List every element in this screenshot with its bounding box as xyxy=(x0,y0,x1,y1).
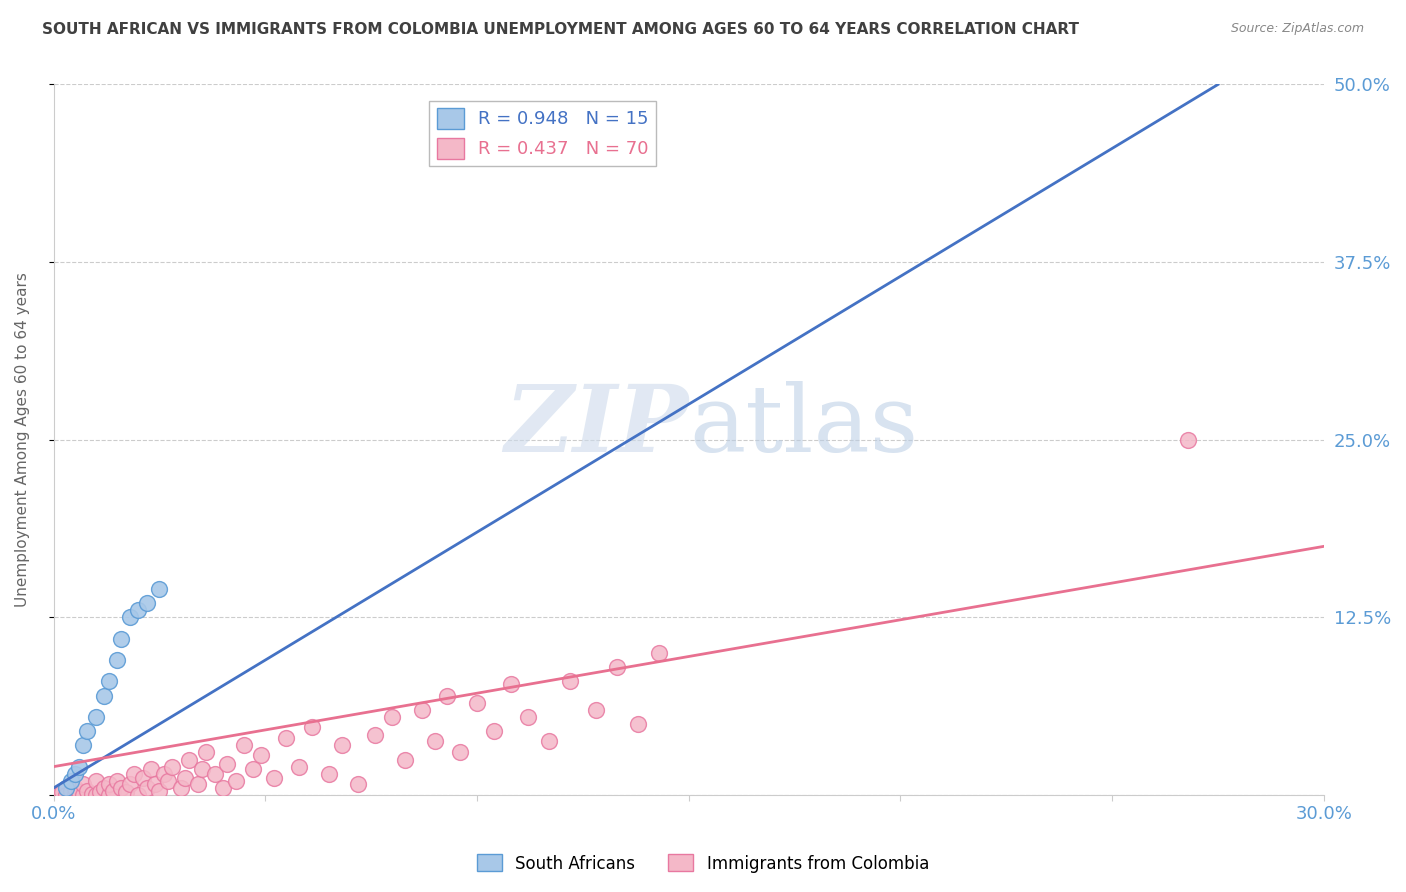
Point xyxy=(1177,433,1199,447)
Point xyxy=(97,777,120,791)
Point xyxy=(250,748,273,763)
Point xyxy=(330,739,353,753)
Point xyxy=(84,710,107,724)
Point xyxy=(465,696,488,710)
Point xyxy=(46,788,69,802)
Point xyxy=(105,773,128,788)
Point xyxy=(97,788,120,802)
Point xyxy=(499,677,522,691)
Point xyxy=(59,784,82,798)
Point xyxy=(110,632,132,646)
Point xyxy=(585,703,607,717)
Point xyxy=(63,766,86,780)
Point xyxy=(67,785,90,799)
Point xyxy=(55,780,77,795)
Point xyxy=(560,674,582,689)
Point xyxy=(148,784,170,798)
Point xyxy=(59,773,82,788)
Point xyxy=(482,724,505,739)
Point xyxy=(364,728,387,742)
Point xyxy=(318,766,340,780)
Point xyxy=(63,788,86,802)
Point xyxy=(156,773,179,788)
Point xyxy=(127,603,149,617)
Point xyxy=(139,763,162,777)
Point xyxy=(173,771,195,785)
Point xyxy=(80,787,103,801)
Point xyxy=(288,759,311,773)
Point xyxy=(122,766,145,780)
Point xyxy=(84,788,107,802)
Point xyxy=(152,766,174,780)
Point xyxy=(105,653,128,667)
Point xyxy=(135,596,157,610)
Point xyxy=(114,785,136,799)
Point xyxy=(381,710,404,724)
Point xyxy=(118,610,141,624)
Point xyxy=(347,777,370,791)
Text: Source: ZipAtlas.com: Source: ZipAtlas.com xyxy=(1230,22,1364,36)
Point xyxy=(411,703,433,717)
Point xyxy=(233,739,256,753)
Point xyxy=(187,777,209,791)
Point xyxy=(195,746,218,760)
Point xyxy=(131,771,153,785)
Point xyxy=(51,785,73,799)
Point xyxy=(436,689,458,703)
Point xyxy=(93,689,115,703)
Point xyxy=(72,777,94,791)
Legend: South Africans, Immigrants from Colombia: South Africans, Immigrants from Colombia xyxy=(470,847,936,880)
Point xyxy=(217,756,239,771)
Point xyxy=(516,710,538,724)
Point xyxy=(263,771,285,785)
Point xyxy=(423,734,446,748)
Point xyxy=(101,784,124,798)
Text: ZIP: ZIP xyxy=(505,381,689,471)
Text: atlas: atlas xyxy=(689,381,918,471)
Point xyxy=(110,780,132,795)
Point xyxy=(135,780,157,795)
Point xyxy=(225,773,247,788)
Point xyxy=(118,777,141,791)
Point xyxy=(93,780,115,795)
Point xyxy=(606,660,628,674)
Point xyxy=(84,773,107,788)
Point xyxy=(76,724,98,739)
Point xyxy=(169,780,191,795)
Point xyxy=(143,777,166,791)
Point xyxy=(127,788,149,802)
Point xyxy=(191,763,214,777)
Point xyxy=(276,731,298,746)
Point xyxy=(63,780,86,795)
Point xyxy=(204,766,226,780)
Point xyxy=(67,759,90,773)
Y-axis label: Unemployment Among Ages 60 to 64 years: Unemployment Among Ages 60 to 64 years xyxy=(15,272,30,607)
Legend: R = 0.948   N = 15, R = 0.437   N = 70: R = 0.948 N = 15, R = 0.437 N = 70 xyxy=(429,101,657,166)
Point xyxy=(89,785,111,799)
Point xyxy=(648,646,671,660)
Point xyxy=(449,746,471,760)
Point xyxy=(301,720,323,734)
Point xyxy=(97,674,120,689)
Point xyxy=(72,788,94,802)
Point xyxy=(179,752,201,766)
Point xyxy=(627,717,650,731)
Point xyxy=(242,763,264,777)
Point xyxy=(212,780,235,795)
Text: SOUTH AFRICAN VS IMMIGRANTS FROM COLOMBIA UNEMPLOYMENT AMONG AGES 60 TO 64 YEARS: SOUTH AFRICAN VS IMMIGRANTS FROM COLOMBI… xyxy=(42,22,1080,37)
Point xyxy=(394,752,416,766)
Point xyxy=(76,784,98,798)
Point xyxy=(537,734,560,748)
Point xyxy=(160,759,183,773)
Point xyxy=(148,582,170,596)
Point xyxy=(72,739,94,753)
Point xyxy=(55,788,77,802)
